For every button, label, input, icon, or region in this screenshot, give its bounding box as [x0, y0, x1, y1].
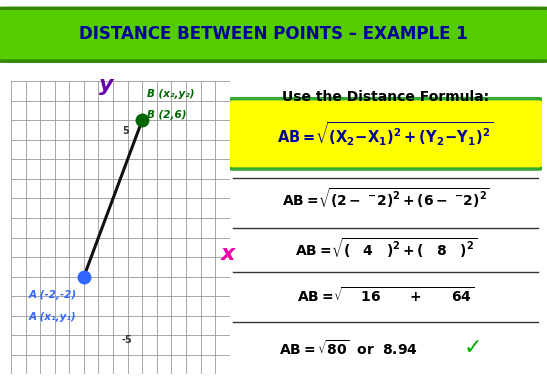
FancyBboxPatch shape: [0, 8, 547, 61]
Text: $\bf{AB =\!\sqrt{(2 -\ ^{-}2)^2 + (6 -\ ^{-}2)^2}}$: $\bf{AB =\!\sqrt{(2 -\ ^{-}2)^2 + (6 -\ …: [282, 186, 490, 210]
Text: 5: 5: [122, 126, 129, 136]
Text: A (x₁,y₁): A (x₁,y₁): [29, 312, 77, 322]
Text: y: y: [98, 75, 113, 95]
Text: B (2,6): B (2,6): [147, 110, 186, 120]
Text: DISTANCE BETWEEN POINTS – EXAMPLE 1: DISTANCE BETWEEN POINTS – EXAMPLE 1: [79, 25, 468, 43]
Text: x: x: [221, 244, 235, 264]
Text: A (-2,-2): A (-2,-2): [28, 290, 77, 300]
FancyBboxPatch shape: [226, 99, 545, 169]
Text: $\bf{AB =\!\sqrt{(X_2\!-\!X_1)^2 + (Y_2\!-\!Y_1)^2}}$: $\bf{AB =\!\sqrt{(X_2\!-\!X_1)^2 + (Y_2\…: [277, 120, 494, 148]
Text: ✓: ✓: [464, 338, 482, 358]
Text: $\bf{AB =\!\sqrt{(\quad 4 \quad)^2 + (\quad 8 \quad)^2}}$: $\bf{AB =\!\sqrt{(\quad 4 \quad)^2 + (\q…: [294, 236, 477, 260]
Text: -5: -5: [122, 335, 132, 345]
Text: $\bf{AB =\!\sqrt{\quad\ 16 \qquad +\qquad 64}}$: $\bf{AB =\!\sqrt{\quad\ 16 \qquad +\qqua…: [297, 286, 474, 305]
Text: Use the Distance Formula:: Use the Distance Formula:: [282, 90, 489, 104]
Text: $\bf{AB = \sqrt{80}\ \ or\ \ 8.94}$: $\bf{AB = \sqrt{80}\ \ or\ \ 8.94}$: [279, 339, 418, 357]
Text: B (x₂,y₂): B (x₂,y₂): [147, 89, 194, 99]
